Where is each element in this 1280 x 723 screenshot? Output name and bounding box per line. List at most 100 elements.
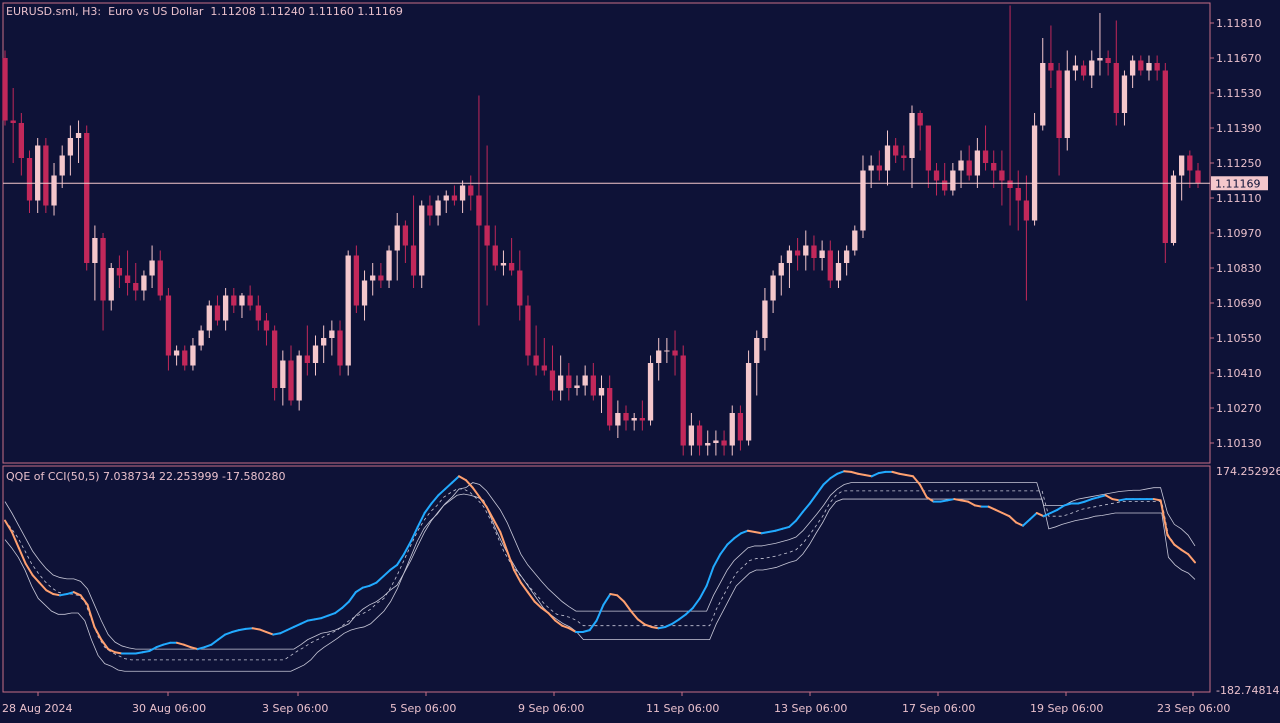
candle-body <box>672 350 678 356</box>
qqe-segment <box>925 496 935 503</box>
candle-body <box>353 255 360 306</box>
qqe-segment <box>313 617 323 621</box>
qqe-segment <box>464 479 474 489</box>
price-tick-label: 1.11810 <box>1216 17 1262 30</box>
qqe-segment <box>1180 548 1190 556</box>
qqe-segment <box>554 619 564 627</box>
qqe-segment <box>471 486 481 499</box>
candle-body <box>525 305 531 356</box>
current-price-label: 1.11169 <box>1215 177 1261 190</box>
candle-body <box>1072 65 1079 71</box>
candle-body <box>582 375 588 386</box>
qqe-segment <box>251 627 261 631</box>
candle-body <box>271 330 278 388</box>
qqe-segment <box>994 508 1004 515</box>
candle-body <box>312 345 319 363</box>
timeframe-label: H3: <box>82 5 102 18</box>
qqe-segment <box>547 612 557 622</box>
candle-body <box>108 268 114 301</box>
qqe-segment <box>114 651 123 655</box>
candle-body <box>67 138 74 156</box>
candle-body <box>1154 63 1160 71</box>
qqe-segment <box>691 597 701 609</box>
indicator-title: QQE of CCI(50,5) 7.038734 22.253999 -17.… <box>6 470 286 483</box>
candle-body <box>917 113 923 126</box>
candle-body <box>173 350 180 356</box>
candle-body <box>451 195 458 201</box>
candle-body <box>1048 63 1054 71</box>
qqe-segment <box>100 638 110 651</box>
candle-body <box>321 338 327 346</box>
qqe-segment <box>224 631 233 636</box>
candle-body <box>631 418 637 421</box>
candle-body <box>402 225 409 246</box>
indicator-frame <box>2 465 1211 693</box>
qqe-lower-band <box>4 493 1196 672</box>
qqe-segment <box>1097 494 1107 499</box>
qqe-segment <box>629 610 639 621</box>
candle-body <box>419 205 425 276</box>
qqe-segment <box>1042 512 1052 518</box>
qqe-segment <box>801 502 811 513</box>
candle-body <box>75 133 82 138</box>
qqe-segment <box>960 499 970 503</box>
qqe-segment <box>506 549 516 571</box>
candle-body <box>1064 70 1070 138</box>
qqe-segment <box>1049 508 1059 515</box>
candle-body <box>18 123 24 158</box>
candle-body <box>231 295 237 306</box>
candle-body <box>615 413 621 426</box>
qqe-segment <box>1187 553 1196 564</box>
qqe-segment <box>513 568 522 584</box>
qqe-segment <box>485 505 495 521</box>
candle-body <box>843 250 850 263</box>
time-tick-label: 17 Sep 06:00 <box>902 702 975 715</box>
candle-body <box>517 270 523 306</box>
candle-body <box>43 145 49 206</box>
candle-body <box>435 200 441 216</box>
qqe-segment <box>402 540 412 556</box>
time-tick-label: 3 Sep 06:00 <box>262 702 328 715</box>
candle-body <box>729 413 735 446</box>
candle-body <box>394 225 400 251</box>
candle-body <box>239 295 245 306</box>
qqe-segment <box>38 581 48 592</box>
qqe-segment <box>829 472 839 480</box>
candle-body <box>647 363 654 421</box>
candle-body <box>1089 60 1095 76</box>
qqe-segment <box>863 474 873 478</box>
candle-body <box>410 245 417 276</box>
qqe-segment <box>134 651 144 655</box>
candle-body <box>1015 188 1021 201</box>
candle-body <box>1080 65 1087 76</box>
candle-body <box>35 145 41 201</box>
candle-body <box>852 230 858 251</box>
candle-body <box>991 163 997 171</box>
candle-body <box>598 388 605 396</box>
qqe-segment <box>760 530 770 535</box>
candle-body <box>1179 155 1185 176</box>
candle-body <box>705 443 711 446</box>
qqe-segment <box>4 519 13 533</box>
candle-body <box>737 413 744 441</box>
candle-body <box>590 375 596 396</box>
candle-body <box>696 425 703 446</box>
qqe-segment <box>657 625 667 630</box>
qqe-segment <box>533 600 543 609</box>
candle-body <box>255 305 261 321</box>
candle-body <box>909 113 915 158</box>
candle-body <box>1129 60 1136 76</box>
qqe-segment <box>1083 498 1093 503</box>
price-tick-label: 1.10270 <box>1216 402 1262 415</box>
qqe-segment <box>320 614 330 620</box>
qqe-segment <box>86 603 96 628</box>
main-chart-title: EURUSD.sml, H3: Euro vs US Dollar 1.1120… <box>6 5 403 18</box>
candle-body <box>1138 60 1144 71</box>
qqe-segment <box>740 529 749 535</box>
qqe-segment <box>733 532 743 540</box>
qqe-segment <box>616 594 626 603</box>
candle-body <box>1031 125 1038 221</box>
qqe-segment <box>602 593 612 606</box>
qqe-segment <box>1159 499 1169 537</box>
